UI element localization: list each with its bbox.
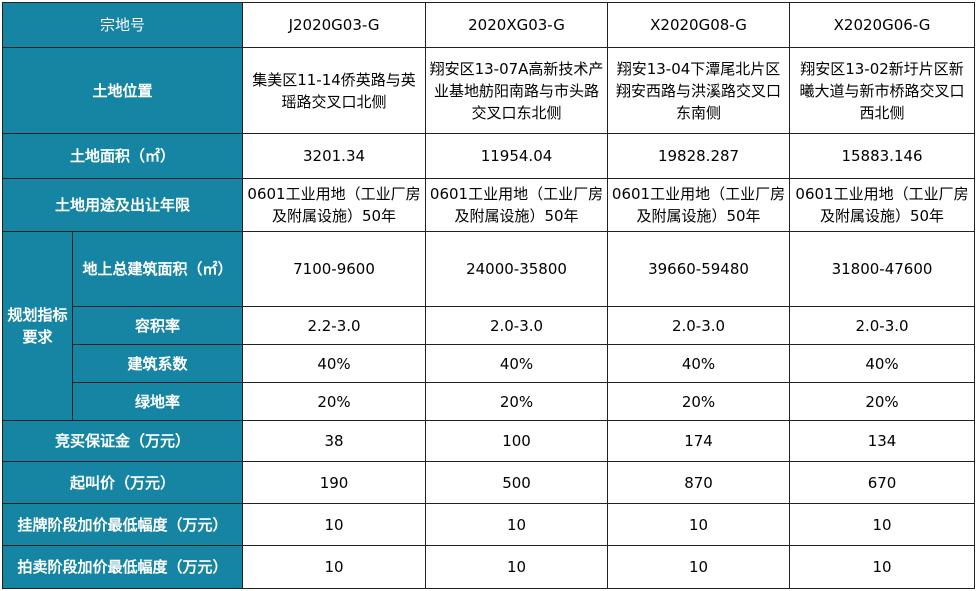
area-value-1: 3201.34	[242, 133, 427, 179]
listing-increment-value-3: 10	[607, 503, 791, 546]
listing-increment-value-2: 10	[425, 503, 609, 546]
far-value-2: 2.0-3.0	[425, 306, 609, 345]
floor-area-value-2: 24000-35800	[425, 231, 609, 307]
parcel-id-2: 2020XG03-G	[425, 2, 609, 48]
coverage-label: 建筑系数	[71, 344, 244, 383]
start-price-label: 起叫价（万元）	[1, 461, 244, 504]
parcel-id-4: X2020G06-G	[789, 2, 976, 48]
floor-area-label: 地上总建筑面积（㎡）	[71, 231, 244, 307]
planning-group-label: 规划指标要求	[2, 231, 73, 421]
green-label: 绿地率	[71, 382, 244, 421]
green-value-1: 20%	[242, 382, 427, 421]
far-value-4: 2.0-3.0	[789, 306, 976, 345]
floor-area-value-3: 39660-59480	[607, 231, 791, 307]
row-far: 容积率 2.2-3.0 2.0-3.0 2.0-3.0 2.0-3.0	[3, 306, 976, 345]
deposit-label: 竞买保证金（万元）	[1, 420, 244, 462]
start-price-value-3: 870	[607, 461, 791, 504]
deposit-value-1: 38	[242, 420, 427, 462]
location-value-1: 集美区11-14侨英路与英瑶路交叉口北侧	[242, 47, 427, 134]
header-parcel-label: 宗地号	[1, 2, 244, 48]
usage-value-3: 0601工业用地（工业厂房及附属设施）50年	[607, 178, 791, 232]
row-floor-area: 规划指标要求 地上总建筑面积（㎡） 7100-9600 24000-35800 …	[2, 231, 976, 421]
location-value-2: 翔安区13-07A高新技术产业基地舫阳南路与市头路交叉口东北侧	[425, 47, 609, 134]
listing-increment-value-1: 10	[242, 503, 427, 546]
row-location: 土地位置 集美区11-14侨英路与英瑶路交叉口北侧 翔安区13-07A高新技术产…	[1, 47, 976, 134]
green-value-2: 20%	[425, 382, 609, 421]
parcel-id-1: J2020G03-G	[242, 2, 427, 48]
far-label: 容积率	[71, 306, 244, 345]
coverage-value-3: 40%	[607, 344, 791, 383]
auction-increment-value-2: 10	[425, 545, 609, 589]
start-price-value-2: 500	[425, 461, 609, 504]
deposit-value-2: 100	[425, 420, 609, 462]
usage-label: 土地用途及出让年限	[1, 178, 244, 232]
far-value-1: 2.2-3.0	[242, 306, 427, 345]
start-price-value-4: 670	[789, 461, 976, 504]
usage-value-2: 0601工业用地（工业厂房及附属设施）50年	[425, 178, 609, 232]
floor-area-value-1: 7100-9600	[242, 231, 427, 307]
location-label: 土地位置	[1, 47, 244, 134]
row-deposit: 竞买保证金（万元） 38 100 174 134	[1, 420, 976, 462]
usage-value-1: 0601工业用地（工业厂房及附属设施）50年	[242, 178, 427, 232]
coverage-value-4: 40%	[789, 344, 976, 383]
far-value-3: 2.0-3.0	[607, 306, 791, 345]
listing-increment-label: 挂牌阶段加价最低幅度（万元）	[1, 503, 244, 546]
row-coverage: 建筑系数 40% 40% 40% 40%	[3, 344, 976, 383]
usage-value-4: 0601工业用地（工业厂房及附属设施）50年	[789, 178, 976, 232]
area-value-2: 11954.04	[425, 133, 609, 179]
start-price-value-1: 190	[242, 461, 427, 504]
floor-area-value-4: 31800-47600	[789, 231, 976, 307]
listing-increment-value-4: 10	[789, 503, 976, 546]
auction-increment-label: 拍卖阶段加价最低幅度（万元）	[1, 545, 244, 589]
location-value-4: 翔安区13-02新圩片区新曦大道与新市桥路交叉口西北侧	[789, 47, 976, 134]
row-green: 绿地率 20% 20% 20% 20%	[3, 382, 976, 421]
area-value-4: 15883.146	[789, 133, 976, 179]
row-area: 土地面积（㎡） 3201.34 11954.04 19828.287 15883…	[1, 133, 976, 179]
green-value-4: 20%	[789, 382, 976, 421]
row-start-price: 起叫价（万元） 190 500 870 670	[1, 461, 976, 504]
auction-increment-value-4: 10	[789, 545, 976, 589]
deposit-value-4: 134	[789, 420, 976, 462]
area-value-3: 19828.287	[607, 133, 791, 179]
parcel-id-3: X2020G08-G	[607, 2, 791, 48]
area-label: 土地面积（㎡）	[1, 133, 244, 179]
coverage-value-1: 40%	[242, 344, 427, 383]
row-listing-increment: 挂牌阶段加价最低幅度（万元） 10 10 10 10	[1, 503, 976, 546]
auction-increment-value-3: 10	[607, 545, 791, 589]
deposit-value-3: 174	[607, 420, 791, 462]
row-auction-increment: 拍卖阶段加价最低幅度（万元） 10 10 10 10	[1, 545, 976, 589]
green-value-3: 20%	[607, 382, 791, 421]
auction-increment-value-1: 10	[242, 545, 427, 589]
coverage-value-2: 40%	[425, 344, 609, 383]
location-value-3: 翔安13-04下潭尾北片区翔安西路与洪溪路交叉口东南侧	[607, 47, 791, 134]
row-parcel-id: 宗地号 J2020G03-G 2020XG03-G X2020G08-G X20…	[1, 2, 976, 48]
row-usage: 土地用途及出让年限 0601工业用地（工业厂房及附属设施）50年 0601工业用…	[1, 178, 976, 232]
